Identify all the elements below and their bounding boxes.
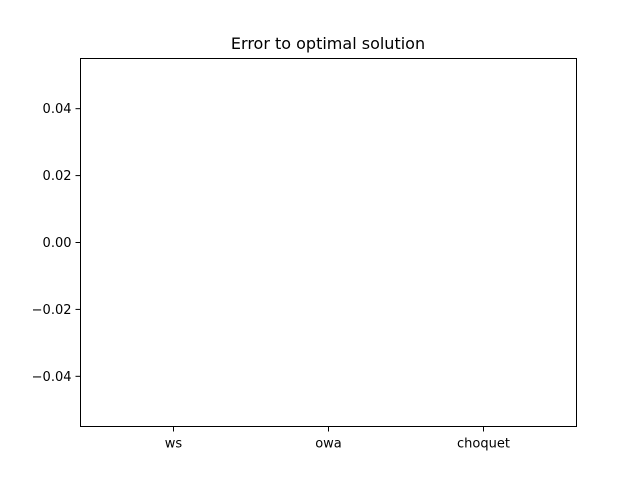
plot-frame [80,58,577,427]
x-tick-label: choquet [457,437,510,452]
chart-title: Error to optimal solution [231,34,425,53]
y-tick-label: 0.04 [43,102,72,117]
y-tick-label: −0.04 [32,370,72,385]
x-axis: ws owa choquet [165,426,510,452]
x-tick-label: ws [165,437,183,452]
y-axis: 0.04 0.02 0.00 −0.02 −0.04 [32,102,81,385]
y-tick-label: −0.02 [32,303,72,318]
y-tick-label: 0.02 [43,169,72,184]
x-tick-label: owa [315,437,342,452]
y-tick-label: 0.00 [43,236,72,251]
